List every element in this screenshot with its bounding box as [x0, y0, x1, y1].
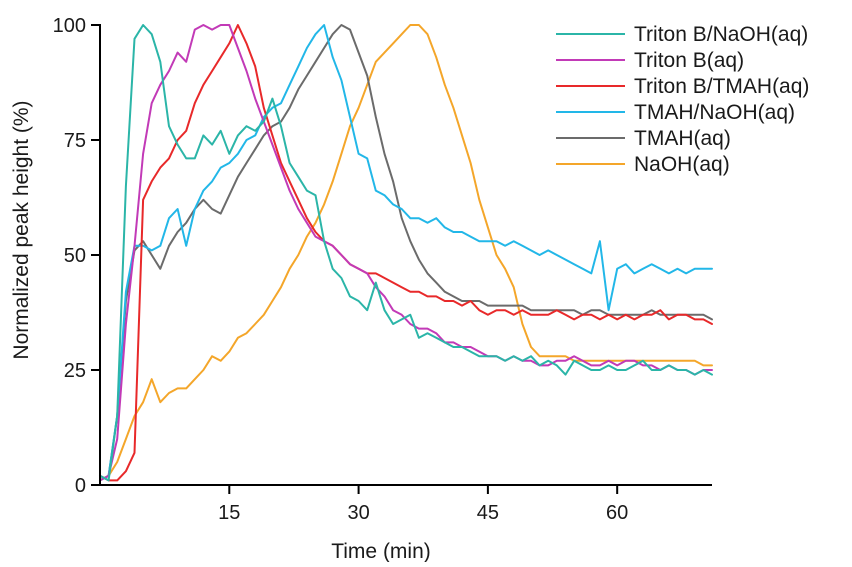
series-line-tmah-aq: [99, 24, 713, 482]
legend-label: Triton B/NaOH(aq): [634, 23, 808, 46]
y-axis-label: Normalized peak height (%): [10, 100, 33, 359]
x-axis-label: Time (min): [331, 540, 431, 562]
x-tick-label: 60: [606, 502, 628, 524]
ticks-layer: 15 30 45 60 0 25 50 75 100: [53, 15, 629, 524]
x-tick-label: 15: [218, 502, 240, 524]
series-line-triton-b-naoh-aq: [99, 24, 713, 482]
legend-label: Triton B(aq): [634, 49, 744, 72]
axes-layer: [99, 24, 712, 486]
legend-item: TMAH/NaOH(aq): [556, 101, 795, 124]
legend: Triton B/NaOH(aq) Triton B(aq) Triton B/TM…: [556, 23, 809, 176]
y-tick-label: 50: [64, 245, 86, 267]
series-line-triton-b-tmah-aq: [99, 24, 713, 482]
y-tick-label: 75: [64, 130, 86, 152]
series-layer: [99, 24, 713, 482]
legend-item: Triton B/NaOH(aq): [556, 23, 808, 46]
legend-item: NaOH(aq): [556, 153, 730, 176]
series-line-naoh-aq: [99, 24, 713, 482]
legend-label: Triton B/TMAH(aq): [634, 75, 809, 98]
y-tick-label: 0: [75, 475, 86, 497]
legend-label: TMAH/NaOH(aq): [634, 101, 795, 124]
legend-label: NaOH(aq): [634, 153, 730, 176]
series-line-triton-b-aq: [99, 24, 713, 482]
legend-item: TMAH(aq): [556, 127, 731, 150]
y-tick-label: 100: [53, 15, 86, 37]
legend-label: TMAH(aq): [634, 127, 731, 150]
legend-item: Triton B(aq): [556, 49, 744, 72]
legend-item: Triton B/TMAH(aq): [556, 75, 809, 98]
series-line-tmah-naoh-aq: [99, 24, 713, 482]
x-tick-label: 45: [477, 502, 499, 524]
y-tick-label: 25: [64, 360, 86, 382]
x-tick-label: 30: [347, 502, 369, 524]
